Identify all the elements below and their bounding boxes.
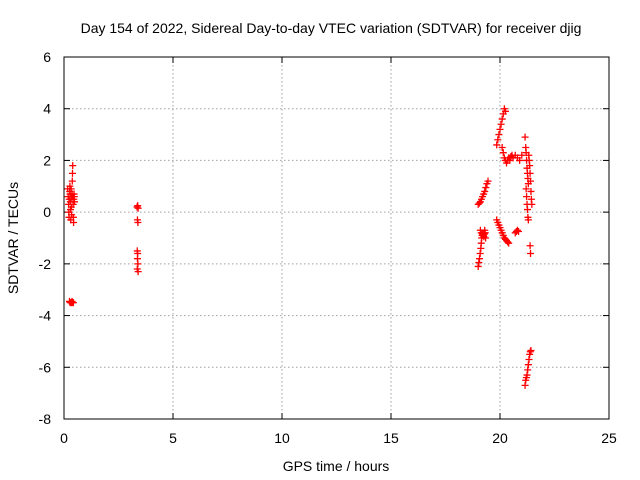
data-point — [523, 371, 531, 379]
plot-frame — [63, 56, 610, 420]
data-point — [67, 185, 75, 193]
y-tick-label: -2 — [39, 256, 52, 272]
data-point — [68, 297, 76, 305]
data-point — [134, 268, 142, 276]
data-point — [505, 239, 513, 247]
data-point — [482, 184, 490, 192]
y-tick-label: 4 — [43, 101, 51, 117]
y-tick-label: 2 — [43, 152, 51, 168]
data-point — [134, 204, 142, 212]
grid-lines — [64, 57, 609, 419]
data-point — [524, 361, 532, 369]
data-point — [528, 200, 536, 208]
data-point — [68, 177, 76, 185]
data-point — [526, 242, 534, 250]
data-point — [515, 228, 523, 236]
x-tick-labels: 0 5 10 15 20 25 — [60, 430, 617, 446]
data-point — [526, 348, 534, 356]
data-point — [69, 162, 77, 170]
data-point — [498, 144, 506, 151]
data-point — [69, 169, 77, 177]
data-point — [523, 193, 531, 201]
data-point — [527, 187, 535, 195]
data-point — [477, 229, 485, 237]
data-point — [134, 260, 142, 268]
x-tick-label: 15 — [383, 430, 399, 446]
y-tick-label: 6 — [43, 49, 51, 65]
y-tick-label: -6 — [39, 359, 52, 375]
data-point — [504, 238, 512, 246]
y-tick-labels: -8 -6 -4 -2 0 2 4 6 — [39, 49, 52, 427]
data-point — [476, 250, 484, 258]
data-point — [482, 234, 490, 242]
data-point — [476, 255, 484, 263]
data-point — [70, 198, 78, 206]
data-point — [481, 187, 489, 195]
data-point — [513, 226, 521, 234]
data-point — [524, 366, 532, 374]
data-point — [497, 120, 505, 128]
data-point — [523, 206, 531, 214]
x-axis-label: GPS time / hours — [283, 458, 390, 474]
data-point — [516, 156, 524, 164]
data-point — [526, 169, 534, 177]
data-point — [496, 125, 504, 133]
y-tick-label: -8 — [39, 411, 52, 427]
data-point — [133, 203, 141, 211]
data-point — [526, 162, 534, 170]
data-point — [475, 259, 483, 267]
y-axis-label: SDTVAR / TECUs — [5, 182, 21, 294]
x-tick-label: 5 — [169, 430, 177, 446]
data-point — [518, 151, 526, 159]
x-tick-label: 0 — [60, 430, 68, 446]
data-point — [527, 250, 535, 258]
y-tick-label: -4 — [39, 308, 52, 324]
data-point — [527, 346, 535, 354]
data-point — [501, 107, 509, 115]
data-point — [499, 149, 507, 157]
chart-title: Day 154 of 2022, Sidereal Day-to-day VTE… — [81, 20, 582, 36]
data-point — [498, 115, 506, 123]
data-point — [525, 356, 533, 364]
data-point — [475, 199, 483, 207]
data-point — [521, 133, 529, 141]
data-point — [484, 177, 492, 185]
data-point — [521, 381, 529, 389]
data-point — [524, 216, 532, 224]
x-tick-label: 20 — [492, 430, 508, 446]
data-point — [522, 185, 530, 193]
data-point — [493, 141, 501, 149]
x-tick-label: 10 — [274, 430, 290, 446]
data-points — [64, 105, 536, 389]
data-point — [69, 299, 77, 307]
y-tick-label: 0 — [43, 204, 51, 220]
data-point — [495, 131, 503, 139]
data-point — [70, 218, 78, 226]
data-point — [494, 136, 502, 144]
data-point — [134, 218, 142, 226]
x-tick-label: 25 — [601, 430, 617, 446]
data-point — [527, 177, 535, 185]
data-point — [474, 262, 482, 270]
